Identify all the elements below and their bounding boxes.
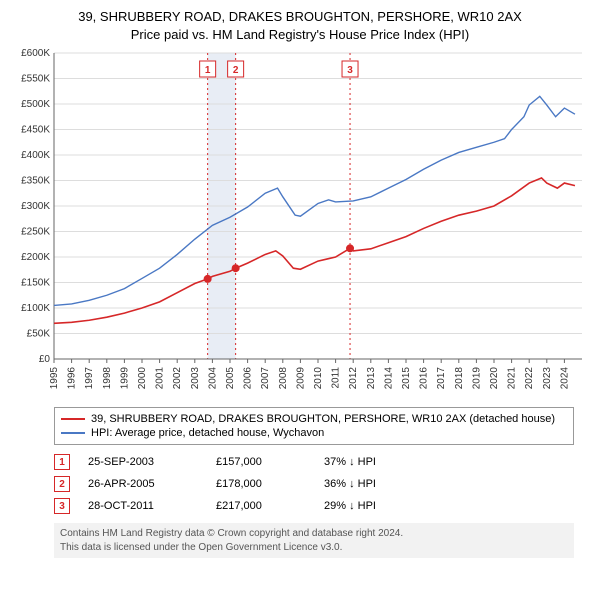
svg-text:2011: 2011 <box>331 367 342 389</box>
legend-item: 39, SHRUBBERY ROAD, DRAKES BROUGHTON, PE… <box>61 412 567 426</box>
title-line-1: 39, SHRUBBERY ROAD, DRAKES BROUGHTON, PE… <box>8 8 592 26</box>
legend-label: 39, SHRUBBERY ROAD, DRAKES BROUGHTON, PE… <box>91 413 555 425</box>
svg-text:1997: 1997 <box>84 367 95 390</box>
svg-text:£250K: £250K <box>21 227 50 238</box>
svg-text:2023: 2023 <box>542 367 553 390</box>
svg-text:3: 3 <box>347 65 353 76</box>
svg-text:2000: 2000 <box>137 367 148 390</box>
svg-text:2020: 2020 <box>489 367 500 390</box>
line-chart-svg: 1 2 3 £0 £50K £100K £150K £200K £250K £300K £350K £… <box>8 49 592 399</box>
svg-text:£600K: £600K <box>21 49 50 59</box>
svg-text:£450K: £450K <box>21 125 50 136</box>
event-price: £157,000 <box>216 456 306 468</box>
svg-text:2016: 2016 <box>419 367 430 390</box>
svg-text:2002: 2002 <box>172 367 183 390</box>
svg-text:£50K: £50K <box>27 329 51 340</box>
svg-text:£350K: £350K <box>21 176 50 187</box>
svg-text:£0: £0 <box>39 354 51 365</box>
svg-text:2021: 2021 <box>507 367 518 390</box>
chart-container: 39, SHRUBBERY ROAD, DRAKES BROUGHTON, PE… <box>8 8 592 558</box>
svg-text:1: 1 <box>205 65 211 76</box>
title-line-2: Price paid vs. HM Land Registry's House … <box>8 26 592 44</box>
event-date: 28-OCT-2011 <box>88 500 198 512</box>
event-date: 26-APR-2005 <box>88 478 198 490</box>
svg-text:£100K: £100K <box>21 303 50 314</box>
legend: 39, SHRUBBERY ROAD, DRAKES BROUGHTON, PE… <box>54 407 574 445</box>
svg-text:2018: 2018 <box>454 367 465 390</box>
event-price: £178,000 <box>216 478 306 490</box>
event-date: 25-SEP-2003 <box>88 456 198 468</box>
plot-area: 1 2 3 £0 £50K £100K £150K £200K £250K £300K £350K £… <box>8 49 592 399</box>
svg-text:2006: 2006 <box>243 367 254 390</box>
svg-text:2: 2 <box>233 65 239 76</box>
events-table: 1 25-SEP-2003 £157,000 37% ↓ HPI 2 26-APR-200… <box>54 451 574 517</box>
svg-text:1996: 1996 <box>67 367 78 390</box>
svg-text:£300K: £300K <box>21 201 50 212</box>
svg-text:2017: 2017 <box>436 367 447 390</box>
legend-item: HPI: Average price, detached house, Wych… <box>61 426 567 440</box>
svg-text:2010: 2010 <box>313 367 324 390</box>
svg-text:£200K: £200K <box>21 252 50 263</box>
svg-text:2001: 2001 <box>155 367 166 390</box>
legend-label: HPI: Average price, detached house, Wych… <box>91 427 324 439</box>
footnote-line-1: Contains HM Land Registry data © Crown c… <box>60 527 568 541</box>
svg-text:2012: 2012 <box>348 367 359 390</box>
event-diff: 37% ↓ HPI <box>324 456 376 468</box>
svg-text:2013: 2013 <box>366 367 377 390</box>
svg-text:2004: 2004 <box>207 367 218 390</box>
svg-text:1995: 1995 <box>49 367 60 390</box>
svg-text:£150K: £150K <box>21 278 50 289</box>
svg-text:1999: 1999 <box>119 367 130 390</box>
svg-text:2005: 2005 <box>225 367 236 390</box>
event-marker: 3 <box>54 498 70 514</box>
svg-text:1998: 1998 <box>102 367 113 390</box>
svg-text:2008: 2008 <box>278 367 289 390</box>
chart-title: 39, SHRUBBERY ROAD, DRAKES BROUGHTON, PE… <box>8 8 592 43</box>
event-marker: 1 <box>54 454 70 470</box>
svg-text:£500K: £500K <box>21 99 50 110</box>
event-row: 3 28-OCT-2011 £217,000 29% ↓ HPI <box>54 495 574 517</box>
footnote-line-2: This data is licensed under the Open Gov… <box>60 541 568 555</box>
svg-text:2019: 2019 <box>471 367 482 390</box>
svg-text:2014: 2014 <box>383 367 394 390</box>
svg-text:£400K: £400K <box>21 150 50 161</box>
svg-text:2009: 2009 <box>295 367 306 390</box>
svg-text:2015: 2015 <box>401 367 412 390</box>
svg-text:2024: 2024 <box>559 367 570 390</box>
event-price: £217,000 <box>216 500 306 512</box>
legend-swatch <box>61 418 85 420</box>
legend-swatch <box>61 432 85 434</box>
footnote: Contains HM Land Registry data © Crown c… <box>54 523 574 558</box>
svg-text:£550K: £550K <box>21 74 50 85</box>
svg-text:2007: 2007 <box>260 367 271 390</box>
event-diff: 29% ↓ HPI <box>324 500 376 512</box>
event-row: 1 25-SEP-2003 £157,000 37% ↓ HPI <box>54 451 574 473</box>
event-diff: 36% ↓ HPI <box>324 478 376 490</box>
svg-text:2022: 2022 <box>524 367 535 390</box>
event-row: 2 26-APR-2005 £178,000 36% ↓ HPI <box>54 473 574 495</box>
svg-text:2003: 2003 <box>190 367 201 390</box>
event-marker: 2 <box>54 476 70 492</box>
